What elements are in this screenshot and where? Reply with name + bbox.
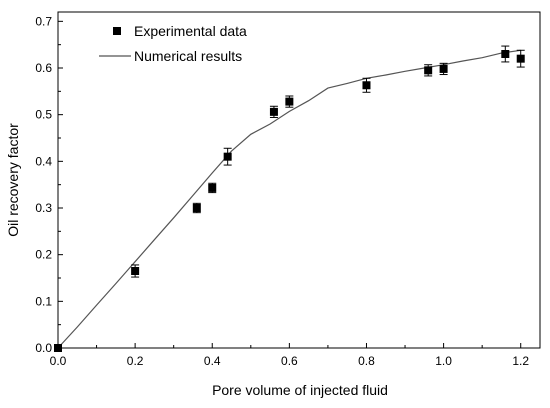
data-point [208,183,217,192]
data-point [501,50,510,58]
x-axis-label: Pore volume of injected fluid [212,382,388,398]
y-tick-label: 0.3 [35,201,52,215]
experimental-data-series [54,45,525,352]
y-tick-label: 0.2 [35,248,52,262]
data-point [269,107,278,116]
y-tick-label: 0.7 [35,14,52,28]
legend-marker-experimental [113,27,121,35]
y-tick-label: 0.5 [35,108,52,122]
y-tick-label: 0.0 [35,341,52,355]
y-tick-label: 0.1 [35,294,52,308]
plot-frame [57,11,541,349]
legend-label-experimental: Experimental data [134,23,247,39]
data-point [285,97,294,106]
y-axis-label: Oil recovery factor [5,123,21,237]
x-axis-ticks: 0.0 0.2 0.4 0.6 0.8 1.0 1.2 [50,343,529,368]
y-tick-label: 0.6 [35,61,52,75]
x-tick-label: 1.0 [435,354,452,368]
x-tick-label: 0.2 [127,354,144,368]
plot-area-border [57,11,541,349]
x-tick-label: 0.8 [358,354,375,368]
y-axis-ticks: 0.0 0.1 0.2 0.3 0.4 0.5 0.6 0.7 [35,14,63,355]
data-point [424,66,433,75]
y-tick-label: 0.4 [35,154,52,168]
x-tick-label: 0.6 [281,354,298,368]
data-point [362,81,371,90]
x-tick-label: 1.2 [512,354,529,368]
data-point [131,267,140,275]
legend-label-numerical: Numerical results [134,48,242,64]
data-point [192,204,201,212]
data-point [223,152,232,161]
data-point [54,344,62,352]
data-point [516,54,525,63]
data-point [439,64,448,73]
legend: Experimental data Numerical results [99,23,247,64]
x-tick-label: 0.4 [204,354,221,368]
x-tick-label: 0.0 [50,354,67,368]
